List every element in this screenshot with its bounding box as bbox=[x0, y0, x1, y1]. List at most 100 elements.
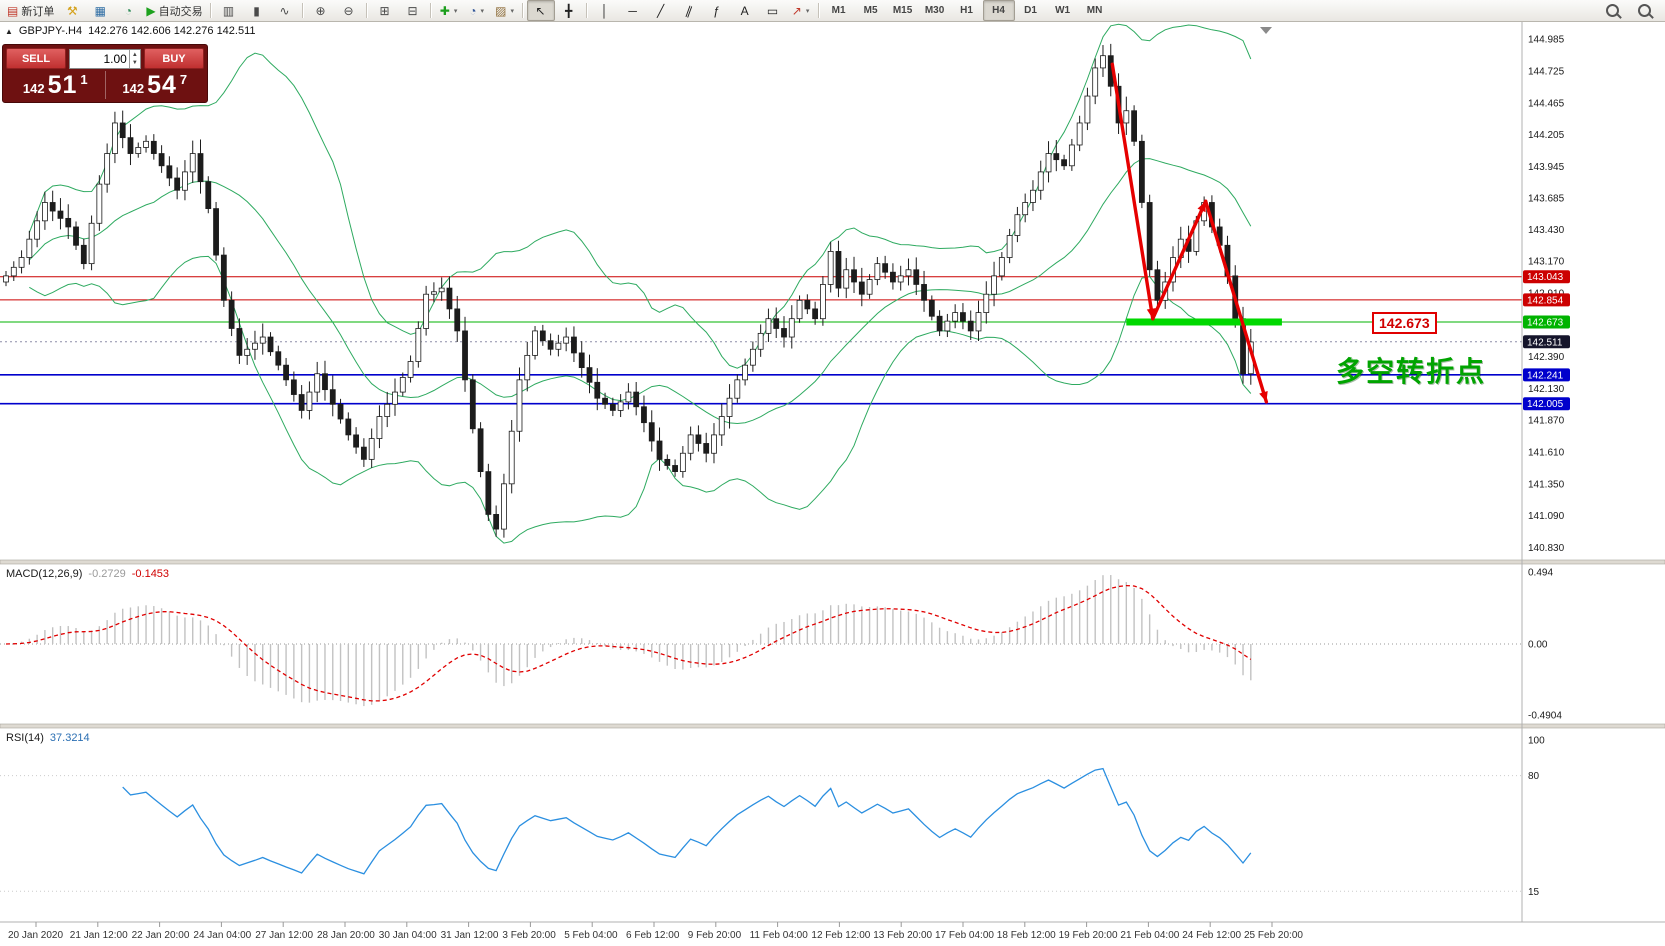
label-tool[interactable]: ▭ bbox=[759, 0, 787, 21]
trendline-tool[interactable]: ╱ bbox=[647, 0, 675, 21]
timeframe-m1[interactable]: M1 bbox=[831, 5, 846, 16]
price-axis[interactable]: 144.985 144.725 144.465 144.205 143.945 143.6… bbox=[1521, 22, 1570, 922]
arrows-tool[interactable]: ↗ ▾ bbox=[787, 0, 815, 21]
price-tag bbox=[1523, 397, 1570, 411]
svg-text:-0.4904: -0.4904 bbox=[1528, 711, 1562, 722]
strategy-tester-icon[interactable]: ⚒ bbox=[58, 0, 86, 21]
svg-text:15: 15 bbox=[1528, 887, 1540, 898]
cascade-windows-icon[interactable]: ⊟ bbox=[399, 0, 427, 21]
timeframe-h4[interactable]: H4 bbox=[982, 0, 1015, 21]
candlestick-chart-icon[interactable]: ▮ bbox=[243, 0, 271, 21]
channel-tool[interactable]: ∥ bbox=[675, 0, 703, 21]
strategy-tester-icon-glyph: ⚒ bbox=[66, 3, 78, 18]
bar-chart-icon[interactable]: ▥ bbox=[215, 0, 243, 21]
price-tag bbox=[1523, 335, 1570, 349]
channel-icon: ∥ bbox=[683, 2, 694, 19]
time-axis-label: 27 Jan 12:00 bbox=[255, 930, 313, 941]
templates-button[interactable]: ▨ ▾ bbox=[491, 0, 519, 21]
time-axis-label: 24 Jan 04:00 bbox=[193, 930, 251, 941]
tile-windows-icon-glyph: ⊞ bbox=[379, 3, 390, 18]
time-axis[interactable]: 20 Jan 2020 21 Jan 12:00 22 Jan 20:00 24 Ja… bbox=[0, 921, 1665, 941]
text-tool[interactable]: A bbox=[731, 0, 759, 21]
support-highlight-bar[interactable] bbox=[1126, 318, 1282, 326]
toolbar-separator bbox=[521, 3, 524, 18]
svg-text:144.725: 144.725 bbox=[1528, 66, 1565, 77]
svg-text:141.350: 141.350 bbox=[1528, 479, 1565, 490]
chart-canvas[interactable]: 144.985 144.725 144.465 144.205 143.945 143.6… bbox=[0, 22, 1665, 946]
panel-divider-macd[interactable] bbox=[0, 559, 1665, 565]
search-advanced-button[interactable] bbox=[1630, 0, 1658, 21]
svg-text:144.465: 144.465 bbox=[1528, 98, 1565, 109]
profiles-icon[interactable]: ▦ bbox=[86, 0, 114, 21]
timeframe-d1[interactable]: D1 bbox=[1024, 5, 1037, 16]
market-watch-icon[interactable]: ◔ bbox=[114, 0, 142, 21]
sell-price[interactable]: 142 51 1 bbox=[6, 71, 105, 99]
bollinger-middle-band bbox=[28, 158, 1252, 425]
auto-trading-icon: ▶ bbox=[146, 3, 156, 18]
auto-trading-button-label: 自动交易 bbox=[158, 5, 203, 18]
panel-divider-rsi[interactable] bbox=[0, 723, 1665, 729]
search-advanced-icon bbox=[1637, 4, 1651, 17]
volume-input[interactable] bbox=[70, 49, 129, 68]
macd-layer bbox=[0, 575, 1522, 707]
vertical-line-tool[interactable]: │ bbox=[591, 0, 619, 21]
horizontal-line-tool[interactable]: ─ bbox=[619, 0, 647, 21]
main-chart-panel[interactable] bbox=[0, 22, 1665, 560]
auto-trading-button[interactable]: ▶ 自动交易 bbox=[142, 0, 206, 21]
timeframe-mn[interactable]: MN bbox=[1086, 5, 1103, 16]
turning-point-text: 多空转折点 bbox=[1336, 356, 1487, 387]
trend-arrow-annotation[interactable] bbox=[1110, 62, 1269, 404]
rsi-value: 37.3214 bbox=[49, 732, 90, 744]
sell-price-sup: 1 bbox=[80, 72, 88, 87]
rsi-layer bbox=[0, 767, 1522, 892]
time-axis-label: 18 Feb 12:00 bbox=[997, 930, 1056, 941]
svg-text:141.090: 141.090 bbox=[1528, 511, 1565, 522]
volume-up-icon[interactable]: ▲ bbox=[131, 51, 138, 58]
search-button[interactable] bbox=[1598, 0, 1626, 21]
oneclick-collapse-arrow[interactable]: ▲ bbox=[5, 26, 13, 36]
time-axis-label: 5 Feb 04:00 bbox=[564, 930, 618, 941]
cursor-tool[interactable]: ↖ bbox=[526, 0, 555, 21]
bar-chart-icon-glyph: ▥ bbox=[222, 3, 235, 18]
buy-price[interactable]: 142 54 7 bbox=[104, 71, 205, 99]
macd-label: MACD(12,26,9) -0.2729 -0.1453 bbox=[6, 568, 169, 580]
zoom-in-icon-glyph: ⊕ bbox=[315, 3, 326, 18]
zoom-in-icon[interactable]: ⊕ bbox=[307, 0, 335, 21]
periods-button[interactable]: ◔ ▾ bbox=[463, 0, 491, 21]
timeframe-m5[interactable]: M5 bbox=[863, 5, 878, 16]
time-axis-label: 11 Feb 04:00 bbox=[750, 930, 809, 941]
volume-stepper[interactable]: ▲ ▼ bbox=[128, 49, 140, 68]
periods-icon: ◔ bbox=[469, 3, 477, 18]
fibonacci-tool[interactable]: ƒ bbox=[703, 0, 731, 21]
tile-windows-icon[interactable]: ⊞ bbox=[371, 0, 399, 21]
time-axis-label: 9 Feb 20:00 bbox=[688, 930, 742, 941]
price-tag bbox=[1523, 293, 1570, 307]
timeframe-m15[interactable]: M15 bbox=[892, 5, 913, 16]
timeframe-m30[interactable]: M30 bbox=[924, 5, 945, 16]
svg-text:141.610: 141.610 bbox=[1528, 448, 1565, 459]
line-chart-icon[interactable]: ∿ bbox=[271, 0, 299, 21]
sell-button[interactable]: SELL bbox=[6, 48, 66, 69]
new-order-button[interactable]: ▤ 新订单 bbox=[3, 0, 58, 21]
volume-down-icon[interactable]: ▼ bbox=[131, 59, 138, 66]
new-order-button-label: 新订单 bbox=[21, 5, 55, 18]
crosshair-tool[interactable]: ╋ bbox=[555, 0, 583, 21]
time-axis-label: 24 Feb 12:00 bbox=[1182, 930, 1241, 941]
chevron-down-icon: ▾ bbox=[805, 7, 810, 15]
timeframe-h1[interactable]: H1 bbox=[960, 5, 973, 16]
trendline-icon: ╱ bbox=[656, 3, 665, 18]
svg-text:142.130: 142.130 bbox=[1528, 384, 1565, 395]
rsi-panel[interactable] bbox=[0, 728, 1665, 922]
buy-button[interactable]: BUY bbox=[144, 48, 204, 69]
zoom-out-icon[interactable]: ⊖ bbox=[335, 0, 363, 21]
add-indicator-icon: ✚ bbox=[439, 3, 450, 18]
horizontal-line-icon: ─ bbox=[628, 3, 637, 18]
price-tag bbox=[1523, 368, 1570, 382]
svg-text:143.685: 143.685 bbox=[1528, 194, 1565, 205]
add-indicator-button[interactable]: ✚ ▾ bbox=[435, 0, 463, 21]
chart-shift-marker[interactable] bbox=[1260, 27, 1272, 34]
toolbar: ▤ 新订单 ⚒ ▦ ◔ ▶ 自动交易 ▥ ▮ ∿ ⊕ ⊖ ⊞ ⊟ ✚ ▾ ◔ ▾ ▨ ▾ ↖ ╋ │ ─ ╱ ∥ ƒ A ▭ ↗ ▾ M1 M5… bbox=[0, 0, 1665, 22]
time-axis-label: 31 Jan 12:00 bbox=[441, 930, 499, 941]
price-callout-box[interactable]: 142.673 bbox=[1372, 312, 1437, 334]
timeframe-w1[interactable]: W1 bbox=[1055, 5, 1071, 16]
